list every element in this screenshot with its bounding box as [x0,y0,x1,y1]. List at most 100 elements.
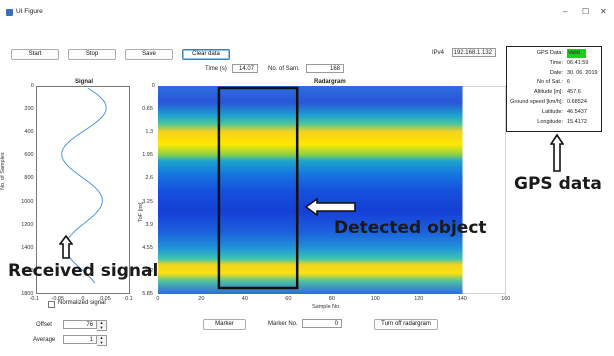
radargram-ytick: 3.25 [142,198,153,205]
radargram-xtick: 40 [241,296,248,302]
detected-arrow-icon [305,198,356,216]
gps-value: 457.6 [567,89,581,96]
signal-ytick: 1800 [21,291,34,297]
signal-title: Signal [75,79,94,85]
signal-ytick: 800 [24,175,34,182]
gps-row: Time: 06:41:59 [507,59,593,68]
ipv4-label: IPv4 [432,50,445,56]
signal-ylabel: No. of Samples [0,152,6,190]
radargram-title: Radargram [314,79,346,85]
gps-key: Latitude: [541,108,563,115]
gps-value: 15.4172 [567,118,587,125]
offset-label: Offset [36,322,52,328]
signal-ytick: 1000 [21,198,34,205]
maximize-button[interactable]: ☐ [582,7,590,16]
gps-value: Valid [567,49,586,58]
gps-arrow-icon [550,134,564,172]
gps-key: Time: [549,59,563,66]
radargram-ytick: 0.65 [142,106,153,113]
signal-ytick: 200 [24,106,34,113]
title-bar [0,0,614,24]
average-field[interactable]: 1 [63,335,97,344]
samples-label: No. of Sam. [268,66,300,72]
signal-xtick: -0.05 [51,296,65,302]
signal-arrow-icon [59,235,73,259]
signal-ytick: 1400 [21,244,34,251]
gps-row: Latitude: 46.5437 [507,108,593,117]
time-label: Time (s) [205,66,227,72]
gps-value: 0.68524 [567,99,587,105]
gps-panel: GPS Data: Valid Time: 06:41:59 Date: 30. 06. … [506,46,602,132]
offset-stepper[interactable]: ▲ ▼ [97,320,107,331]
time-field[interactable]: 14.07 [232,64,258,73]
radargram-xtick: 0 [156,296,160,302]
marker-button[interactable]: Marker [203,319,246,330]
gps-value: 6 [567,79,571,86]
radargram-xtick: 100 [370,296,380,302]
radargram-ytick: 0 [151,83,155,89]
average-label: Average [33,337,56,343]
gps-data-callout: GPS data [514,174,602,194]
signal-xtick: -0.1 [29,296,40,302]
radargram-ytick: 1.3 [145,129,154,136]
gps-key: No of Sat.: [537,79,563,86]
radargram-xtick: 140 [457,296,467,302]
radargram-ytick: 1.95 [142,152,153,159]
radargram-ytick: 4.55 [142,244,153,251]
radargram-ylabel: ToF [ns] [138,202,144,222]
app-icon [6,9,13,16]
radargram-xtick: 160 [501,296,511,302]
window-title: UI Figure [16,8,43,15]
samples-field[interactable]: 168 [306,64,344,73]
average-stepper[interactable]: ▲ ▼ [97,335,107,346]
signal-xtick: 0.05 [100,296,111,302]
signal-ytick: 1600 [21,267,34,274]
gps-key: Ground speed [km/h]: [510,99,563,105]
radargram-xtick: 60 [285,296,292,302]
turn-off-radargram-button[interactable]: Turn off radargram [374,319,438,330]
normalized-checkbox[interactable] [48,301,55,308]
radargram-xtick: 20 [198,296,205,302]
gps-row: Ground speed [km/h]: 0.68524 [507,98,593,107]
signal-ytick: 400 [24,129,34,136]
gps-value: 46.5437 [567,108,587,115]
minimize-button[interactable]: – [563,7,568,16]
gps-row: Date: 30. 06. 2019 [507,69,598,78]
gps-key: Altitude [m]: [533,89,563,96]
radargram-xtick: 120 [414,296,424,302]
ipv4-field[interactable]: 192.168.1.132 [452,48,496,57]
gps-row: No of Sat.: 6 [507,78,593,87]
stop-button[interactable]: Stop [68,49,116,60]
radargram-ytick: 3.9 [145,221,154,228]
gps-row: Longitude: 15.4172 [507,118,593,127]
radargram-xtick: 80 [328,296,335,302]
gps-row: GPS Data: Valid [507,49,593,58]
start-button[interactable]: Start [11,49,59,60]
offset-field[interactable]: 76 [63,320,97,329]
detected-object-callout: Detected object [334,218,487,238]
signal-ytick: 1200 [21,221,34,228]
gps-key: Date: [549,69,563,76]
close-button[interactable]: ✕ [600,7,607,16]
signal-ytick: 0 [30,83,34,89]
signal-ytick: 600 [24,152,34,159]
radargram-plot [158,86,506,294]
gps-key: Longitude: [537,118,563,125]
radargram-xlabel: Sample No. [312,304,341,310]
received-signal-callout: Received signal [8,261,159,281]
marker-no-field[interactable]: 0 [302,319,342,328]
gps-key: GPS Data: [536,50,563,56]
radargram-ytick: 5.85 [142,291,153,297]
save-button[interactable]: Save [125,49,173,60]
gps-value: 30. 06. 2019 [567,69,598,76]
signal-xtick: 0 [81,296,85,302]
normalized-label: Normalized signal [58,300,106,306]
radargram-ytick: 5.2 [145,267,154,274]
radargram-ytick: 2.6 [145,175,154,182]
gps-value: 06:41:59 [567,59,589,66]
marker-no-label: Marker No. [268,321,298,327]
detected-object-box [217,86,299,290]
clear-data-button[interactable]: Clear data [182,49,230,60]
gps-row: Altitude [m]: 457.6 [507,88,593,97]
radargram-image [158,86,463,294]
